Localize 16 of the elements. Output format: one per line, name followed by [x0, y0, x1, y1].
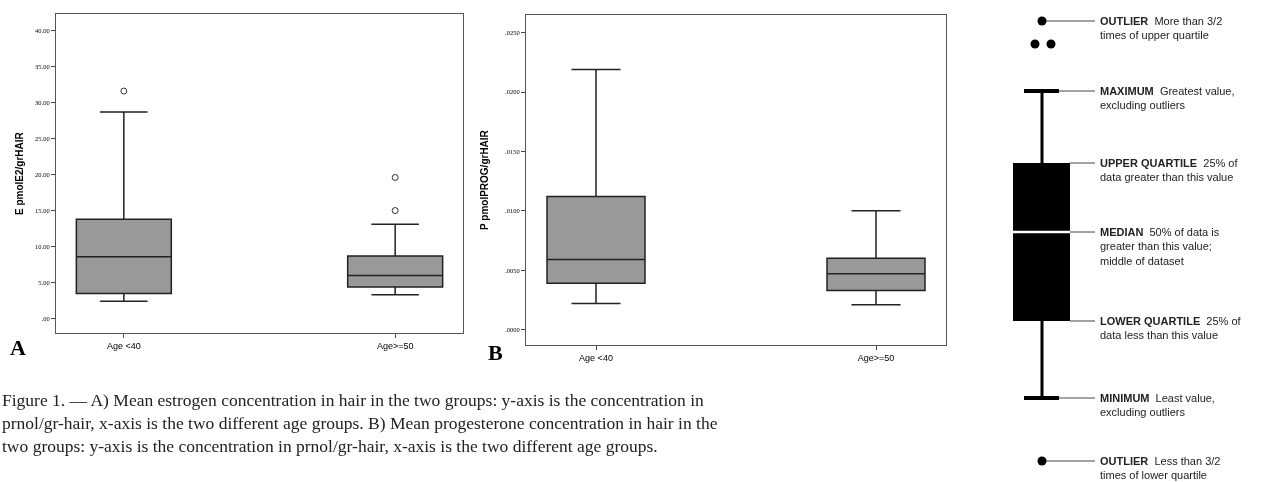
text: A — [10, 335, 26, 360]
text: OUTLIER More than 3/2 times of upper quartile — [1100, 15, 1223, 42]
x-tick-label: Age>=50 — [857, 352, 895, 363]
text: OUTLIER Less than 3/2 times of lower quartile — [1100, 455, 1221, 482]
text: B — [488, 340, 503, 365]
x-tick-label: Age <40 — [579, 352, 613, 363]
y-axis-title: E pmolE2/grHAIR — [14, 131, 25, 215]
x-tick-label: Age <40 — [106, 340, 141, 351]
text: MEDIAN 50% of data is greater than this value; middle of dataset — [1100, 226, 1220, 267]
text: MINIMUM Least value, excluding outliers — [1100, 392, 1215, 419]
text: LOWER QUARTILE 25% of data less than this value — [1100, 315, 1242, 342]
text: MAXIMUM Greatest value, excluding outliers — [1100, 85, 1235, 112]
caption: Figure 1. — A) Mean estrogen concentration in hair in the two groups: y-axis is the concentration in prnol/gr-hair, x-axis is the two different age groups. B) Mean progesterone concentration in hair in the two groups: y-axis is the concentration in prnol/gr-hair, x-axis is the two different age groups. — [2, 390, 718, 456]
y-axis-title: P pmolPROG/grHAIR — [479, 129, 490, 230]
text: UPPER QUARTILE 25% of data greater than this value — [1100, 157, 1239, 184]
x-tick-label: Age>=50 — [376, 340, 414, 351]
